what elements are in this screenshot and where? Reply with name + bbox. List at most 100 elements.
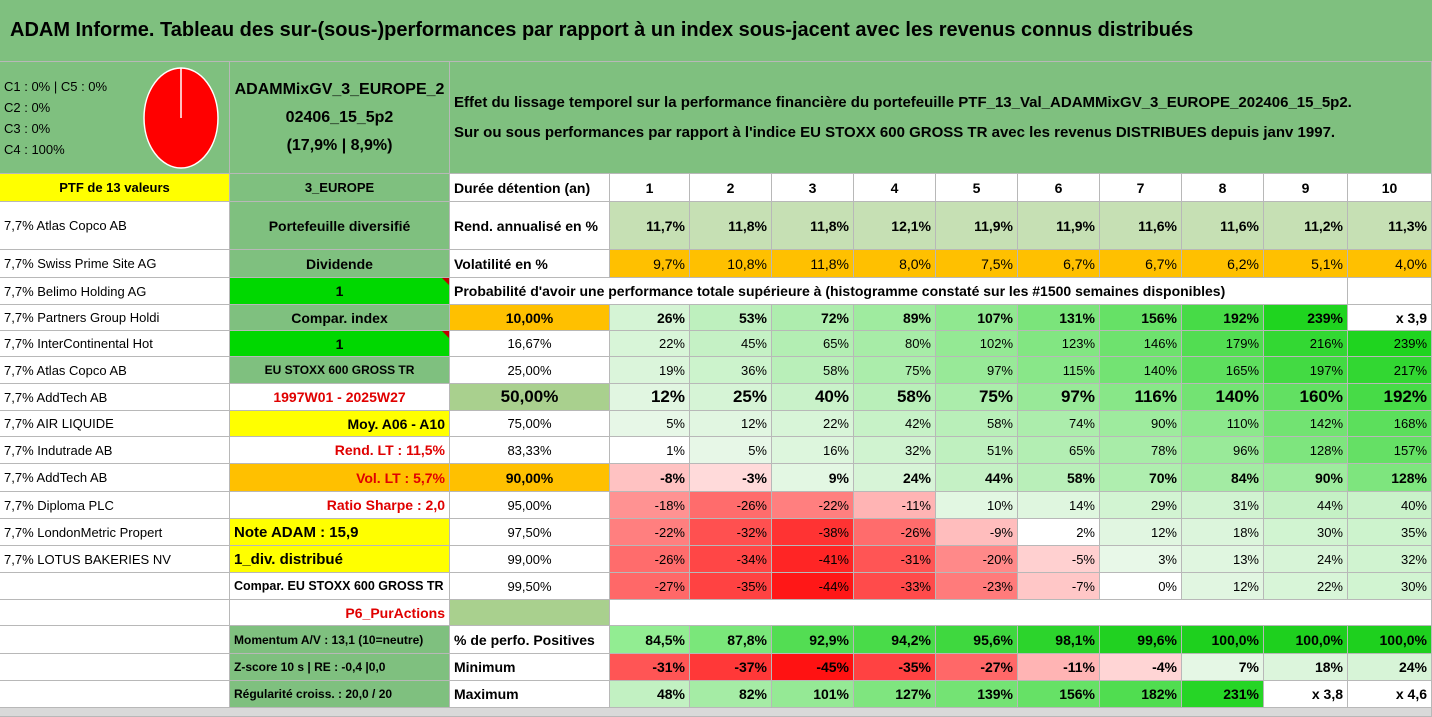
rend-value: 11,6%	[1182, 202, 1264, 250]
holding-row: 7,7% Belimo Holding AG	[0, 278, 230, 305]
prob-value: 156%	[1100, 305, 1182, 331]
pos-value: 98,1%	[1018, 626, 1100, 654]
prob-value: 75%	[936, 384, 1018, 411]
year-header: 1	[610, 174, 690, 202]
holding-row: 7,7% InterContinental Hot	[0, 331, 230, 357]
rend-value: 11,8%	[690, 202, 772, 250]
duration-label: Durée détention (an)	[450, 174, 610, 202]
vol-value: 6,7%	[1100, 250, 1182, 278]
prob-value: 30%	[1264, 519, 1348, 546]
class-line: C3 : 0%	[4, 120, 51, 136]
prob-value: 168%	[1348, 411, 1432, 437]
p6-green-cell	[450, 600, 610, 626]
rend-value: 11,3%	[1348, 202, 1432, 250]
rend-label: Rend. annualisé en %	[450, 202, 610, 250]
min-value: 24%	[1348, 654, 1432, 681]
prob-value: 22%	[1264, 573, 1348, 600]
rend-value: 11,2%	[1264, 202, 1348, 250]
year-header: 2	[690, 174, 772, 202]
prob-value: 36%	[690, 357, 772, 384]
param-cell: Momentum A/V : 13,1 (10=neutre)	[230, 626, 450, 654]
prob-level: 75,00%	[450, 411, 610, 437]
prob-value: 9%	[772, 464, 854, 492]
prob-value: 58%	[1018, 464, 1100, 492]
prob-value: 5%	[690, 437, 772, 464]
year-header: 5	[936, 174, 1018, 202]
param-cell: 1997W01 - 2025W27	[230, 384, 450, 411]
empty-cell	[610, 600, 1432, 626]
vol-value: 5,1%	[1264, 250, 1348, 278]
holding-row: 7,7% LOTUS BAKERIES NV	[0, 546, 230, 573]
class-pie-chart	[143, 67, 219, 169]
prob-value: -18%	[610, 492, 690, 519]
pos-value: 100,0%	[1264, 626, 1348, 654]
prob-value: 13%	[1182, 546, 1264, 573]
prob-level: 97,50%	[450, 519, 610, 546]
prob-value: 74%	[1018, 411, 1100, 437]
prob-value: 1%	[610, 437, 690, 464]
min-value: -11%	[1018, 654, 1100, 681]
prob-value: 90%	[1264, 464, 1348, 492]
prob-value: 40%	[772, 384, 854, 411]
rend-value: 11,8%	[772, 202, 854, 250]
min-value: -45%	[772, 654, 854, 681]
holding-row: 7,7% AddTech AB	[0, 384, 230, 411]
prob-value: -35%	[690, 573, 772, 600]
prob-value: 192%	[1348, 384, 1432, 411]
prob-level: 25,00%	[450, 357, 610, 384]
prob-value: 110%	[1182, 411, 1264, 437]
prob-value: 142%	[1264, 411, 1348, 437]
prob-value: 16%	[772, 437, 854, 464]
max-value: 82%	[690, 681, 772, 708]
prob-value: 217%	[1348, 357, 1432, 384]
pos-value: 100,0%	[1348, 626, 1432, 654]
prob-value: 128%	[1348, 464, 1432, 492]
prob-value: 80%	[854, 331, 936, 357]
prob-value: -32%	[690, 519, 772, 546]
portfolio-name: ADAMMixGV_3_EUROPE_2 02406_15_5p2 (17,9%…	[230, 62, 450, 174]
pos-value: 94,2%	[854, 626, 936, 654]
vol-value: 4,0%	[1348, 250, 1432, 278]
prob-value: 239%	[1348, 331, 1432, 357]
prob-value: -7%	[1018, 573, 1100, 600]
prob-value: 26%	[610, 305, 690, 331]
max-value: 139%	[936, 681, 1018, 708]
year-header: 10	[1348, 174, 1432, 202]
empty-cell	[0, 681, 230, 708]
prob-value: 45%	[690, 331, 772, 357]
prob-value: 65%	[1018, 437, 1100, 464]
class-line: C1 : 0% | C5 : 0%	[4, 78, 108, 94]
bottom-filler	[0, 708, 1432, 717]
prob-value: 58%	[854, 384, 936, 411]
prob-value: 128%	[1264, 437, 1348, 464]
prob-value: 96%	[1182, 437, 1264, 464]
pos-value: 84,5%	[610, 626, 690, 654]
prob-value: -27%	[610, 573, 690, 600]
prob-value: 30%	[1348, 573, 1432, 600]
prob-value: -31%	[854, 546, 936, 573]
description: Effet du lissage temporel sur la perform…	[450, 62, 1432, 174]
prob-value: -11%	[854, 492, 936, 519]
prob-value: 75%	[854, 357, 936, 384]
pos-value: 99,6%	[1100, 626, 1182, 654]
prob-value: -22%	[772, 492, 854, 519]
min-value: -4%	[1100, 654, 1182, 681]
param-cell: Compar. index	[230, 305, 450, 331]
param-cell: 1_div. distribué	[230, 546, 450, 573]
prob-value: 84%	[1182, 464, 1264, 492]
holding-row: 7,7% Atlas Copco AB	[0, 357, 230, 384]
prob-value: -44%	[772, 573, 854, 600]
pos-value: 100,0%	[1182, 626, 1264, 654]
pos-value: 87,8%	[690, 626, 772, 654]
prob-value: 97%	[936, 357, 1018, 384]
prob-value: 146%	[1100, 331, 1182, 357]
pos-value: 92,9%	[772, 626, 854, 654]
prob-value: 0%	[1100, 573, 1182, 600]
prob-value: 12%	[610, 384, 690, 411]
year-header: 6	[1018, 174, 1100, 202]
prob-value: -38%	[772, 519, 854, 546]
prob-level: 83,33%	[450, 437, 610, 464]
prob-value: -22%	[610, 519, 690, 546]
min-value: -31%	[610, 654, 690, 681]
